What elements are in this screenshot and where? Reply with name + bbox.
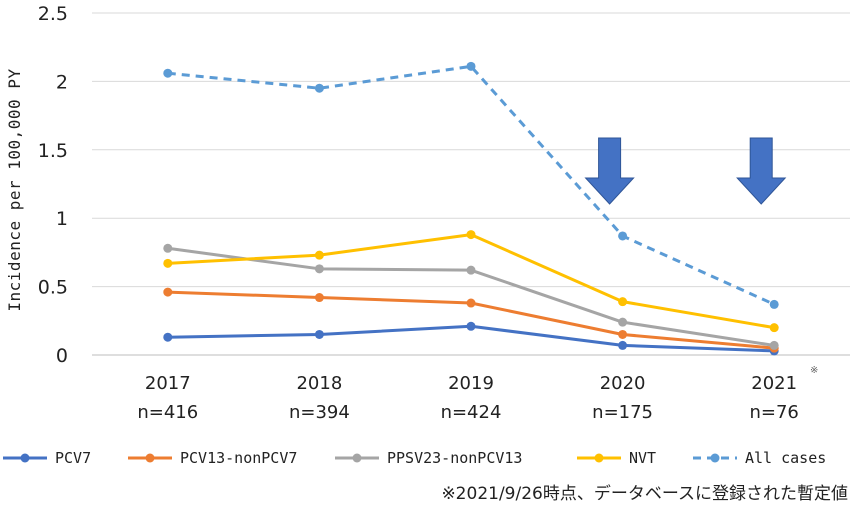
y-tick-label: 2 bbox=[56, 71, 68, 93]
data-point bbox=[466, 298, 476, 308]
y-tick-label: 1.5 bbox=[38, 140, 68, 162]
data-point bbox=[769, 299, 779, 309]
legend: PCV7 PCV13-nonPCV7 PPSV23-nonPCV13 NVT All c… bbox=[3, 449, 826, 467]
x-tick-label: 2019 bbox=[448, 373, 494, 394]
legend-swatch-marker bbox=[20, 453, 30, 463]
y-axis-ticks: 0 0.5 1 1.5 2 2.5 bbox=[38, 3, 68, 367]
y-tick-label: 0 bbox=[56, 345, 68, 367]
x-tick-count: n=416 bbox=[137, 402, 198, 423]
y-tick-label: 2.5 bbox=[38, 3, 68, 25]
legend-item: PCV13-nonPCV7 bbox=[128, 449, 297, 467]
y-axis-label: Incidence per 100,000 PY bbox=[5, 68, 24, 311]
legend-label: PPSV23-nonPCV13 bbox=[387, 449, 522, 467]
legend-swatch-marker bbox=[145, 453, 155, 463]
legend-item: All cases bbox=[693, 449, 826, 467]
series-line bbox=[167, 64, 775, 306]
data-point bbox=[163, 287, 173, 297]
legend-label: All cases bbox=[745, 449, 826, 467]
x-tick-count: n=76 bbox=[749, 402, 798, 423]
data-point bbox=[618, 317, 628, 327]
series-nvt bbox=[163, 230, 779, 333]
data-point bbox=[769, 323, 779, 333]
legend-item: NVT bbox=[577, 449, 656, 467]
legend-label: NVT bbox=[629, 449, 656, 467]
data-point bbox=[314, 264, 324, 274]
legend-swatch-marker bbox=[594, 453, 604, 463]
legend-label: PCV13-nonPCV7 bbox=[180, 449, 297, 467]
data-point bbox=[314, 329, 324, 339]
footnote-mark: ※ bbox=[810, 365, 818, 376]
data-point bbox=[466, 230, 476, 240]
data-point bbox=[618, 231, 628, 241]
data-point bbox=[466, 61, 476, 71]
legend-swatch-marker bbox=[710, 453, 720, 463]
data-point bbox=[618, 329, 628, 339]
x-tick-label: 2020 bbox=[600, 373, 646, 394]
series-all-cases bbox=[163, 61, 779, 309]
series-pcv7 bbox=[163, 321, 779, 356]
data-point bbox=[314, 250, 324, 260]
down-arrow bbox=[736, 137, 787, 205]
legend-swatch-marker bbox=[352, 453, 362, 463]
legend-item: PPSV23-nonPCV13 bbox=[335, 449, 522, 467]
decline-arrows bbox=[584, 137, 787, 205]
data-point bbox=[618, 340, 628, 350]
x-tick-label: 2017 bbox=[145, 373, 191, 394]
series-ppsv23-nonpcv13 bbox=[163, 243, 779, 350]
legend-item: PCV7 bbox=[3, 449, 91, 467]
data-point bbox=[163, 243, 173, 253]
footnote: ※2021/9/26時点、データベースに登録された暫定値 bbox=[441, 483, 848, 504]
series-line bbox=[167, 233, 775, 330]
x-tick-label: 2018 bbox=[296, 373, 342, 394]
data-point bbox=[163, 68, 173, 78]
data-point bbox=[314, 293, 324, 303]
down-arrow bbox=[584, 137, 635, 205]
data-point bbox=[314, 83, 324, 93]
x-axis-ticks: 2017 n=416 2018 n=394 2019 n=424 2020 n=175 2021… bbox=[137, 365, 818, 423]
data-point bbox=[618, 297, 628, 307]
x-tick-count: n=424 bbox=[441, 402, 502, 423]
data-point bbox=[163, 332, 173, 342]
legend-label: PCV7 bbox=[55, 449, 91, 467]
x-tick-label: 2021 bbox=[751, 373, 797, 394]
data-point bbox=[163, 258, 173, 268]
data-point bbox=[466, 321, 476, 331]
y-tick-label: 1 bbox=[56, 208, 68, 230]
gridlines bbox=[92, 12, 850, 356]
data-point bbox=[466, 265, 476, 275]
data-point bbox=[769, 340, 779, 350]
series-lines bbox=[163, 61, 779, 356]
x-tick-count: n=175 bbox=[592, 402, 653, 423]
y-tick-label: 0.5 bbox=[38, 277, 68, 299]
series-pcv13-nonpcv7 bbox=[163, 287, 779, 353]
x-tick-count: n=394 bbox=[289, 402, 350, 423]
series-line bbox=[167, 246, 775, 347]
